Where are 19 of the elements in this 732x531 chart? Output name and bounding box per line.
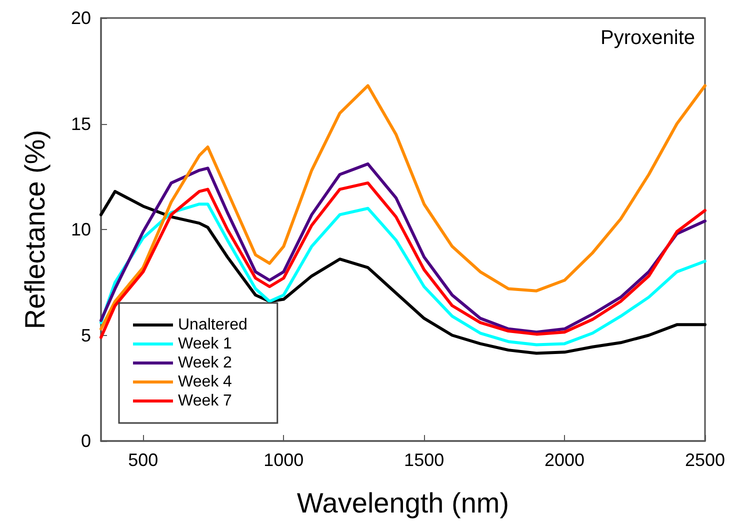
x-axis-title: Wavelength (nm) [296, 488, 510, 518]
legend-label: Week 7 [178, 392, 232, 410]
y-tick-label: 10 [70, 220, 91, 240]
y-tick-label: 5 [80, 325, 91, 346]
line-series [100, 84, 706, 330]
annotation: Pyroxenite [600, 27, 696, 49]
x-tick-label: 1000 [264, 450, 304, 470]
x-tick-label: 1500 [404, 450, 444, 470]
legend-label: Week 4 [178, 374, 232, 390]
legend-label: Week 2 [178, 354, 232, 372]
legend-label: Week 1 [178, 336, 232, 352]
y-axis-title: Reflectance (%) [20, 130, 50, 330]
x-tick-label: 500 [128, 450, 158, 470]
x-tick-label: 2000 [544, 450, 585, 470]
y-tick-label: 15 [70, 114, 91, 134]
y-tick-label: 20 [70, 8, 91, 28]
x-tick-label: 2500 [684, 450, 726, 470]
y-tick-label: 0 [80, 431, 91, 451]
legend-label: Unaltered [178, 316, 248, 334]
